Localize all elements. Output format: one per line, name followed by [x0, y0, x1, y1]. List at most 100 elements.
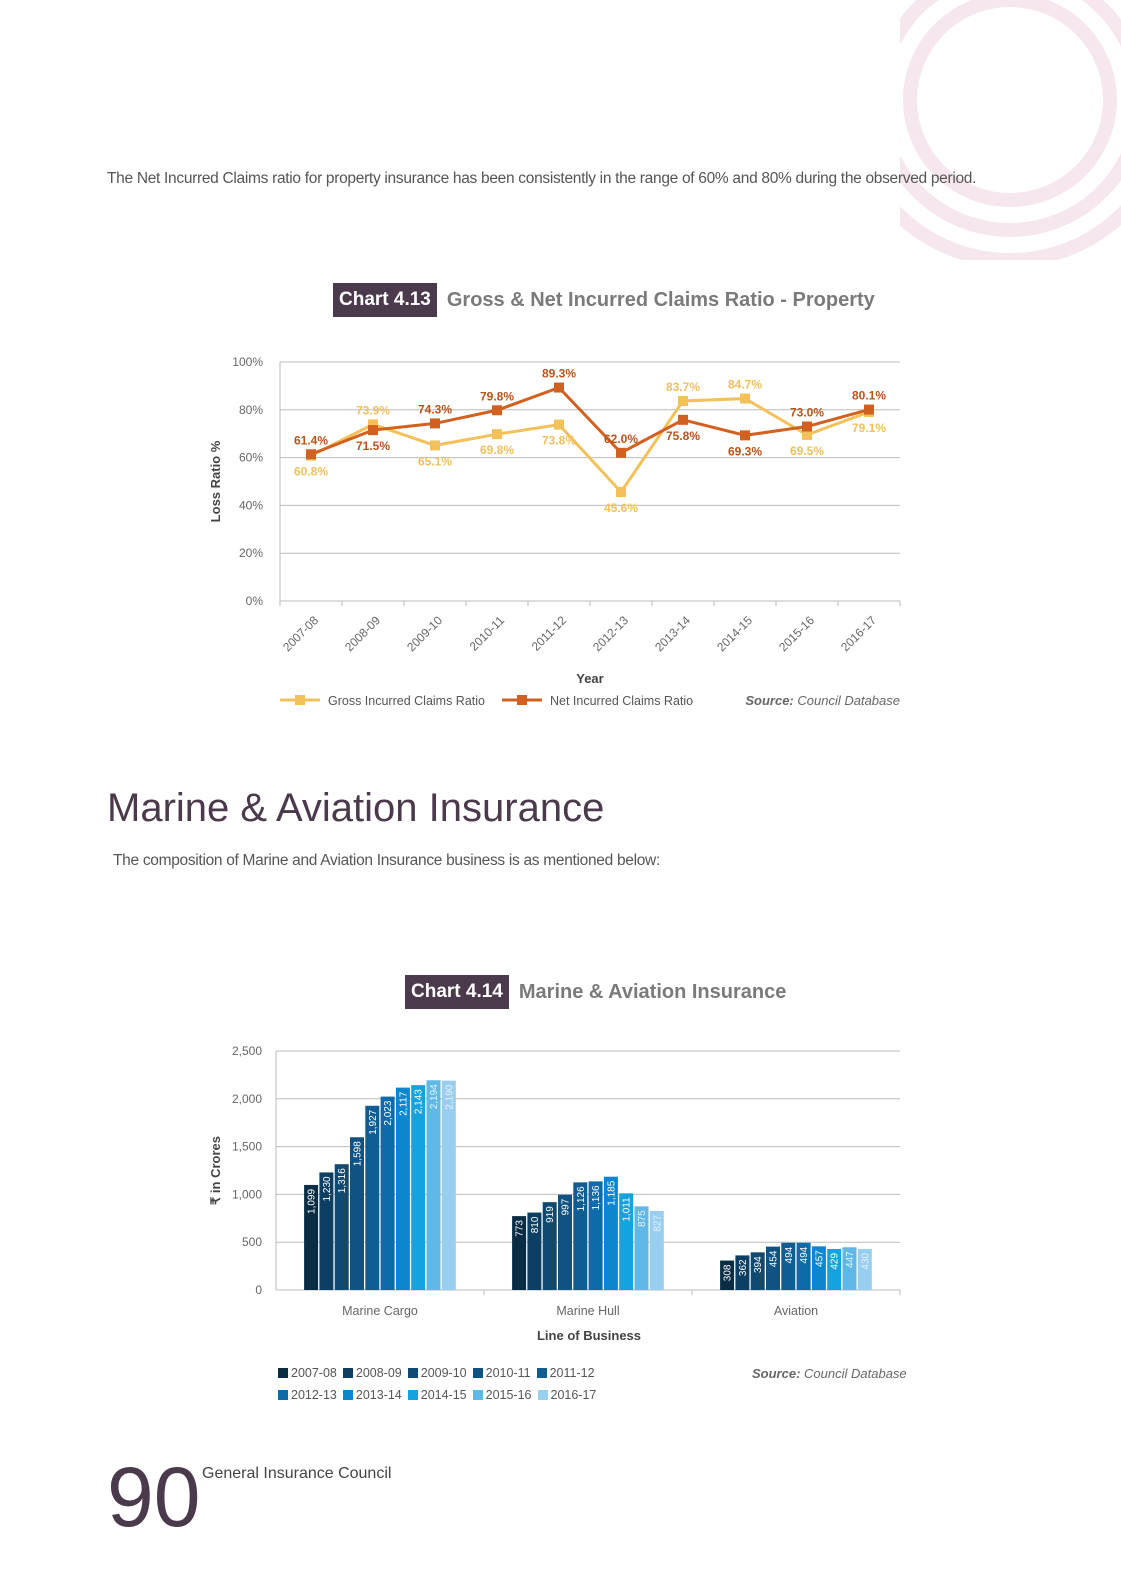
- bar-value-label: 494: [784, 1246, 795, 1263]
- data-label: 79.8%: [480, 389, 514, 403]
- footer-organization: General Insurance Council: [202, 1465, 392, 1482]
- y-tick-label: 2,000: [232, 1092, 262, 1106]
- bar-value-label: 1,927: [368, 1109, 379, 1134]
- x-tick-label: 2009-10: [404, 613, 445, 654]
- legend-item: 2013-14: [342, 1388, 402, 1402]
- data-label: 62.0%: [604, 432, 638, 446]
- data-point: [864, 404, 874, 415]
- bar-value-label: 1,126: [576, 1186, 587, 1211]
- data-label: 60.8%: [294, 465, 328, 479]
- bar: [603, 1176, 618, 1290]
- y-tick-label: 60%: [239, 451, 263, 465]
- bar: [720, 1260, 735, 1290]
- x-tick-label: 2014-15: [714, 613, 755, 654]
- data-label: 61.4%: [294, 433, 328, 447]
- legend-item: 2008-09: [342, 1366, 402, 1380]
- bar-chart: 0 500 1,000 1,500 2,000 2,500 Marine Cargo 1,09…: [208, 1044, 901, 1343]
- bar-value-label: 457: [814, 1250, 825, 1267]
- legend-swatch: [278, 1390, 288, 1400]
- bar: [395, 1087, 410, 1290]
- bar: [811, 1246, 826, 1290]
- legend-label: 2016-17: [550, 1388, 597, 1402]
- data-label: 73.9%: [356, 403, 390, 417]
- x-axis-label: Year: [576, 671, 603, 686]
- bar: [634, 1206, 649, 1290]
- x-tick-label: Marine Hull: [556, 1304, 619, 1318]
- x-tick-label: 2007-08: [280, 613, 321, 654]
- legend-label: 2007-08: [291, 1366, 337, 1380]
- data-point: [678, 395, 688, 406]
- bar-value-label: 827: [652, 1215, 663, 1232]
- legend-item: 2015-16: [472, 1388, 532, 1402]
- bar: [411, 1085, 426, 1290]
- data-label: 73.0%: [790, 406, 824, 420]
- legend-item: 2012-13: [278, 1388, 337, 1402]
- chart-4-13-title: Chart 4.13 Gross & Net Incurred Claims R…: [333, 283, 875, 317]
- bar-value-label: 1,230: [322, 1176, 333, 1201]
- bar-value-label: 1,136: [591, 1185, 602, 1210]
- data-label: 80.1%: [852, 389, 886, 403]
- bar-value-label: 308: [723, 1264, 734, 1281]
- y-tick-label: 0%: [246, 594, 264, 608]
- legend-item: 2016-17: [537, 1388, 597, 1402]
- chart-4-14-title: Chart 4.14 Marine & Aviation Insurance: [405, 975, 786, 1009]
- decorative-arcs: [900, 0, 1121, 260]
- bar-value-label: 2,143: [414, 1089, 425, 1114]
- source-text: Council Database: [804, 1366, 907, 1381]
- bar: [304, 1184, 319, 1290]
- legend-swatch: [407, 1390, 418, 1400]
- bar: [827, 1248, 842, 1290]
- data-label: 83.7%: [666, 380, 700, 394]
- bar: [319, 1172, 334, 1290]
- bar-value-label: 394: [753, 1256, 764, 1273]
- legend-label: 2014-15: [420, 1388, 467, 1402]
- bar-value-label: 362: [738, 1259, 749, 1276]
- data-label: 71.5%: [356, 439, 390, 453]
- bar: [573, 1182, 588, 1290]
- legend-swatch: [536, 1368, 547, 1378]
- data-point: [368, 419, 378, 430]
- data-point: [430, 440, 440, 451]
- data-point: [368, 425, 378, 436]
- y-tick-label: 0: [255, 1283, 262, 1297]
- data-point: [554, 382, 564, 393]
- x-tick-label: 2012-13: [590, 613, 631, 654]
- bar-value-label: 773: [515, 1220, 526, 1237]
- data-point: [678, 414, 688, 425]
- bar: [842, 1247, 857, 1290]
- bar: [512, 1216, 527, 1290]
- bar-value-label: 447: [845, 1251, 856, 1268]
- legend-label: Gross Incurred Claims Ratio: [328, 694, 485, 708]
- y-tick-label: 1,000: [232, 1187, 262, 1201]
- bar-value-label: 429: [830, 1253, 841, 1270]
- legend-item: 2007-08: [278, 1366, 337, 1380]
- bar: [380, 1096, 395, 1290]
- data-label: 79.1%: [852, 421, 886, 435]
- bar-value-label: 1,099: [307, 1189, 318, 1214]
- data-label: 45.6%: [604, 501, 638, 515]
- data-point: [554, 419, 564, 430]
- legend-swatch: [537, 1390, 548, 1400]
- bar: [350, 1137, 364, 1290]
- data-point: [740, 430, 750, 441]
- legend-label: 2008-09: [355, 1366, 402, 1380]
- bar: [649, 1210, 664, 1290]
- series-line: [310, 385, 870, 456]
- bar-value-label: 919: [545, 1206, 556, 1223]
- page-number: 90: [107, 1450, 201, 1544]
- bar: [542, 1202, 557, 1290]
- legend-item: 2010-11: [472, 1366, 531, 1380]
- bar: [426, 1080, 441, 1290]
- bar-value-label: 1,316: [337, 1168, 348, 1193]
- y-tick-label: 80%: [239, 403, 263, 417]
- chart-badge: Chart 4.14: [405, 975, 509, 1009]
- data-label: 75.8%: [666, 429, 700, 443]
- x-tick-label: 2016-17: [838, 613, 879, 654]
- bar-value-label: 1,598: [353, 1141, 364, 1166]
- data-label: 65.1%: [418, 454, 452, 468]
- data-label: 74.3%: [418, 402, 452, 416]
- bar: [619, 1193, 634, 1290]
- bar: [441, 1080, 456, 1290]
- bar: [735, 1255, 750, 1290]
- bar-chart-legend: 2007-08 2008-09 2009-10 2010-11 2011-12 2012-…: [278, 1366, 618, 1402]
